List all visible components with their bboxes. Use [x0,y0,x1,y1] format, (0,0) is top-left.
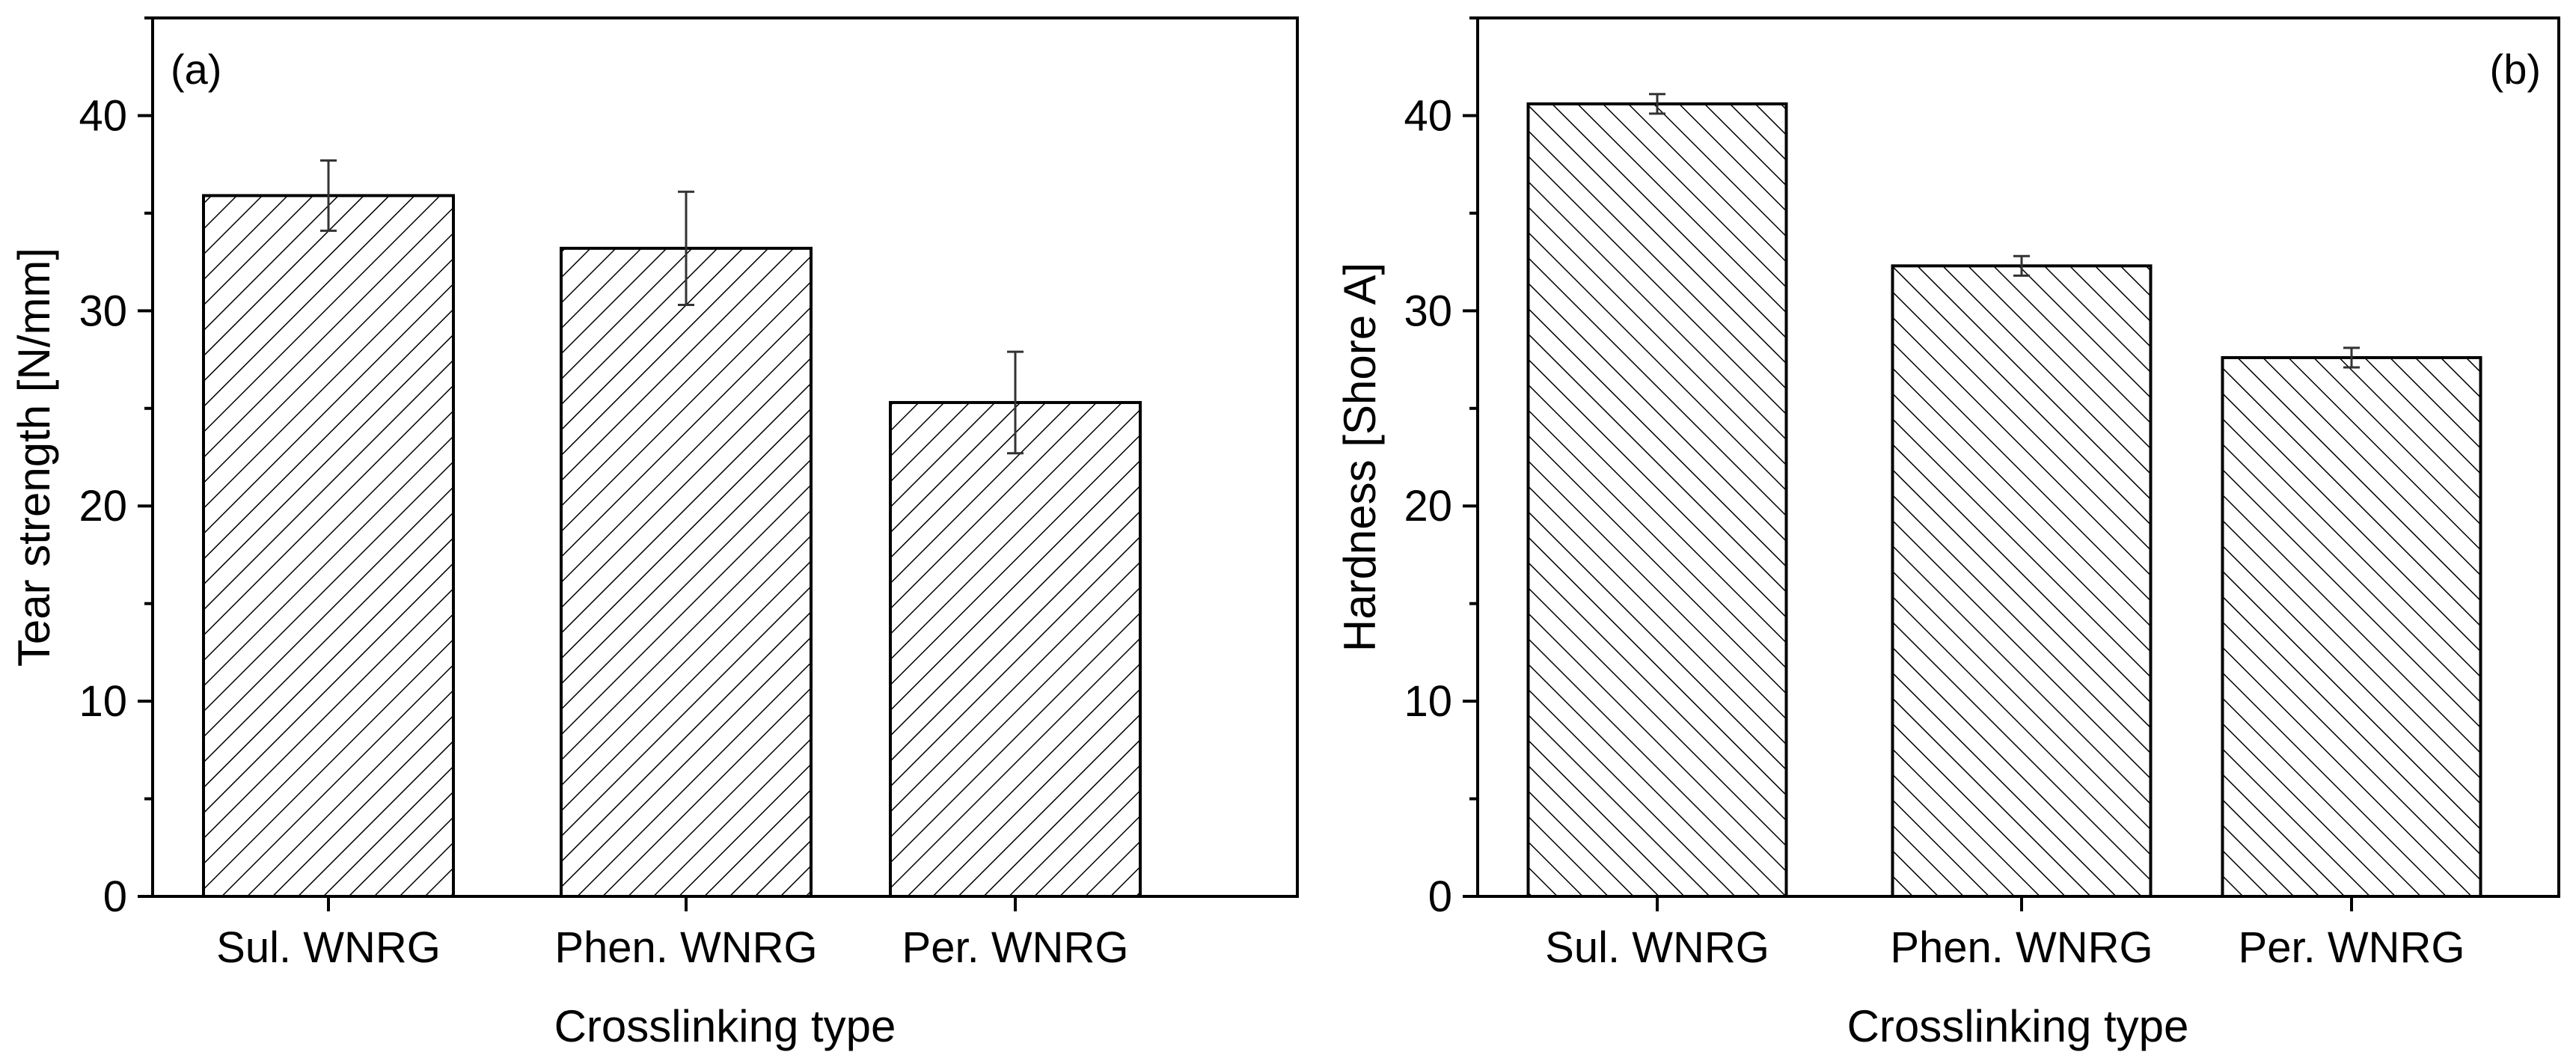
xaxis-b: Sul. WNRG Phen. WNRG Per. WNRG [1545,896,2465,972]
bar-a-3 [889,400,1142,898]
panel-label-a: (a) [171,46,221,93]
y-tick-label-a: 40 [79,91,127,140]
y-axis-label-a: Tear strength [N/mm] [9,248,59,667]
y-tick-label-b: 40 [1404,91,1452,140]
x-tick-label-b: Sul. WNRG [1545,923,1769,972]
error-bar-b-2 [2013,254,2030,277]
y-tick-label-a: 0 [103,872,127,921]
yaxis-a: 0 10 20 30 40 [79,16,153,921]
y-axis-label-b: Hardness [Shore A] [1335,263,1385,652]
y-tick-label-b: 20 [1404,482,1452,531]
bar-b-3 [2221,355,2482,898]
y-tick-label-a: 10 [79,677,127,726]
panel-label-b: (b) [2490,46,2541,93]
y-tick-label-b: 10 [1404,677,1452,726]
x-tick-label-b: Per. WNRG [2239,923,2465,972]
bars-a [202,194,1142,898]
y-tick-label-b: 0 [1428,872,1452,921]
x-axis-label-a: Crosslinking type [554,1001,896,1051]
errorbars-a [320,159,1024,455]
y-tick-label-b: 30 [1404,287,1452,335]
bar-a-1 [202,194,455,898]
y-tick-label-a: 30 [79,287,127,335]
errorbars-b [1649,93,2360,369]
x-tick-label-a: Phen. WNRG [554,923,817,972]
bar-b-1 [1526,102,1788,898]
y-tick-label-a: 20 [79,482,127,531]
chart-panel-b: 0 10 20 30 40 Sul. WNRG Phen. WNRG Per. WNRG (… [1335,16,2560,1051]
error-bar-a-3 [1007,350,1024,455]
x-tick-label-b: Phen. WNRG [1890,923,2153,972]
bars-b [1526,102,2482,898]
bar-a-2 [560,246,813,898]
yaxis-b: 0 10 20 30 40 [1404,16,1478,921]
x-axis-label-b: Crosslinking type [1847,1001,2189,1051]
error-bar-a-1 [320,159,337,232]
xaxis-a: Sul. WNRG Phen. WNRG Per. WNRG [216,896,1128,972]
x-tick-label-a: Sul. WNRG [216,923,441,972]
error-bar-b-3 [2343,346,2360,369]
error-bar-a-2 [678,190,694,307]
chart-panel-a: 0 10 20 30 40 Sul. WNRG Phen. WNRG Per. WNRG (… [9,16,1299,1051]
bar-b-2 [1891,264,2153,898]
x-tick-label-a: Per. WNRG [902,923,1129,972]
error-bar-b-1 [1649,93,1665,115]
